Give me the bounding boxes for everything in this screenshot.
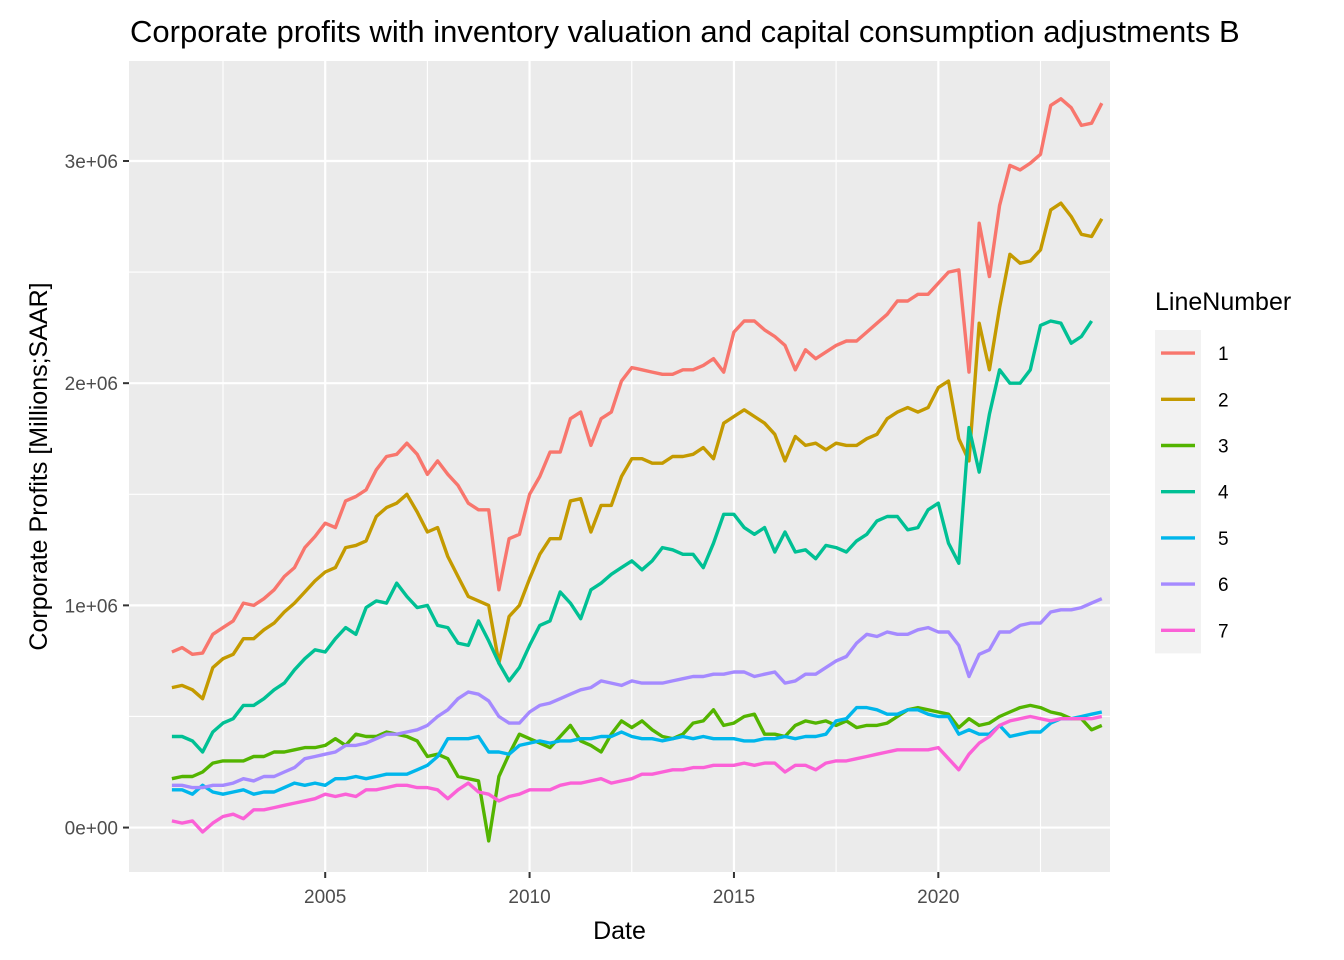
legend-item-6: 6 xyxy=(1161,575,1229,596)
chart-title: Corporate profits with inventory valuati… xyxy=(130,14,1240,49)
series-line-5 xyxy=(171,705,1103,796)
x-tick-label: 2015 xyxy=(713,887,755,908)
legend-items: 1 2 3 4 5 6 7 xyxy=(1161,344,1229,642)
x-tick-label: 2020 xyxy=(917,887,959,908)
legend-label: 3 xyxy=(1218,437,1229,458)
legend-label: 6 xyxy=(1218,575,1229,596)
series-line-6 xyxy=(171,597,1103,790)
series-line-3 xyxy=(171,703,1103,843)
legend-item-4: 4 xyxy=(1161,483,1229,504)
series-line-7 xyxy=(171,714,1103,834)
x-tick-label: 2010 xyxy=(508,887,550,908)
legend-item-7: 7 xyxy=(1161,621,1229,642)
legend-item-5: 5 xyxy=(1161,529,1229,550)
series-line-4 xyxy=(171,319,1094,754)
legend-label: 5 xyxy=(1218,529,1229,550)
series-lines xyxy=(171,97,1104,843)
y-tick-label: 0e+00 xyxy=(65,819,118,840)
legend-label: 7 xyxy=(1218,621,1229,642)
legend-label: 4 xyxy=(1218,483,1229,504)
y-axis: 0e+00 1e+06 2e+06 3e+06 xyxy=(65,152,129,840)
y-tick-label: 3e+06 xyxy=(65,152,118,173)
series-line-2 xyxy=(171,201,1104,701)
legend-title: LineNumber xyxy=(1155,288,1291,316)
legend-item-1: 1 xyxy=(1161,344,1229,365)
plot-panel xyxy=(129,61,1110,872)
series-line-1 xyxy=(171,97,1104,656)
legend: LineNumber 1 2 3 4 5 6 7 xyxy=(1155,288,1291,654)
x-axis-title: Date xyxy=(593,917,646,945)
x-tick-label: 2005 xyxy=(304,887,346,908)
y-tick-label: 1e+06 xyxy=(65,596,118,617)
legend-label: 2 xyxy=(1218,390,1229,411)
legend-label: 1 xyxy=(1218,344,1229,365)
legend-item-3: 3 xyxy=(1161,437,1229,458)
y-axis-title: Corporate Profits [Millions;SAAR] xyxy=(25,282,53,650)
x-axis: 2005 2010 2015 2020 xyxy=(304,872,959,908)
legend-item-2: 2 xyxy=(1161,390,1229,411)
y-tick-label: 2e+06 xyxy=(65,374,118,395)
